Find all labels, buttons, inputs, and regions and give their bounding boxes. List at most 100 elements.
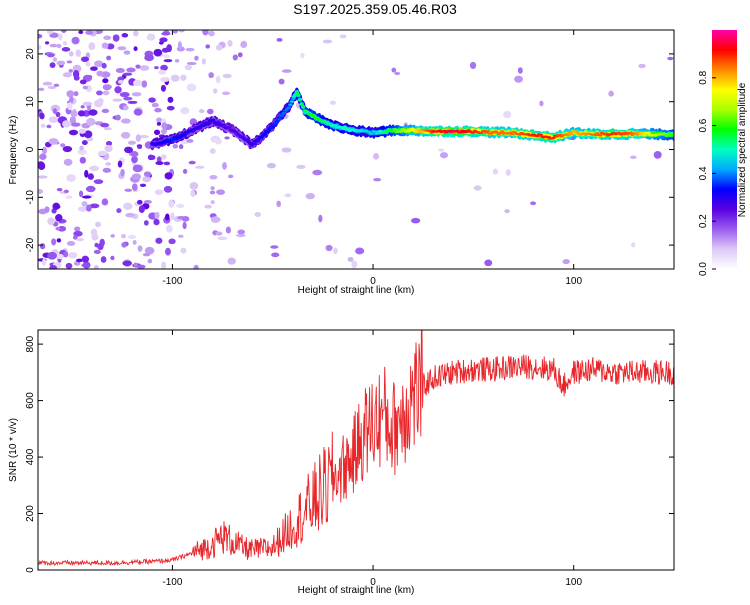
spectrogram-noise-cell (119, 91, 130, 98)
spectrogram-noise-cell (75, 258, 83, 263)
spectrogram-marks (38, 30, 674, 269)
spectrogram-noise-cell (143, 199, 152, 204)
spectrogram-noise-cell (216, 189, 226, 196)
spectrogram-ridge-cell (559, 135, 564, 138)
spectrogram-noise-cell (373, 178, 382, 182)
colorbar-tick-label: 0.8 (698, 70, 709, 84)
snr-y-ticks: 0 200 400 600 800 (25, 335, 674, 573)
spectrogram-noise-cell (44, 41, 50, 45)
spectrogram-noise-cell (116, 208, 122, 214)
spectrogram-noise-cell (47, 217, 55, 226)
spectrogram-noise-cell (130, 151, 139, 157)
spectrogram-noise-cell (209, 148, 216, 154)
spectrogram-ridge-cell (370, 132, 375, 135)
spectrogram-noise-cell (121, 241, 127, 248)
spectrogram-noise-cell (182, 168, 188, 174)
snr-x-tick-label: -100 (162, 577, 182, 588)
spectrogram-noise-cell (212, 88, 218, 94)
spectrogram-noise-cell (163, 54, 171, 59)
spectrogram-noise-cell (205, 44, 211, 49)
spectrogram-ridge-cell (201, 124, 206, 127)
spectrogram-noise-cell (154, 211, 160, 219)
spectrogram-noise-cell (131, 173, 142, 180)
spectrogram-noise-cell (180, 107, 190, 115)
spectrogram-noise-cell (49, 43, 58, 48)
spectrogram-noise-cell (210, 200, 215, 205)
spectrogram-ridge-cell (188, 129, 194, 133)
spectrogram-noise-cell (90, 228, 98, 237)
spectrogram-noise-cell (102, 84, 112, 90)
colorbar-tick-label: 0.4 (698, 166, 709, 180)
spectrogram-noise-cell (82, 195, 92, 199)
spectrogram-noise-cell (194, 165, 205, 169)
spectrogram-noise-cell (144, 54, 154, 62)
spectrogram-ridge-cell (296, 93, 301, 96)
spectrogram-noise-cell (154, 66, 159, 70)
spectrogram-ridge-cell (304, 109, 309, 113)
spectrogram-ridge-cell (551, 136, 556, 139)
spectrogram-noise-cell (100, 122, 110, 128)
spectrogram-ridge-cell (203, 121, 208, 125)
spectrogram-noise-cell (177, 234, 184, 238)
spectrogram-noise-cell (122, 260, 132, 267)
spectrogram-y-tick-label: 20 (25, 48, 36, 60)
spectrogram-noise-cell (504, 209, 510, 214)
spectrogram-noise-cell (159, 37, 168, 43)
spectrogram-noise-cell (154, 129, 161, 136)
snr-y-tick-label: 200 (25, 505, 36, 522)
spectrogram-noise-cell (204, 204, 212, 209)
spectrogram-ridge-cell (297, 99, 303, 102)
spectrogram-y-tick-label: 10 (25, 96, 36, 108)
spectrogram-noise-cell (56, 187, 63, 192)
spectrogram-noise-cell (347, 256, 354, 262)
spectrogram-noise-cell (133, 30, 139, 37)
spectrogram-noise-cell (163, 161, 171, 166)
snr-panel: -100 0 100 0 200 400 600 800 Height of straigh… (8, 329, 675, 596)
spectrogram-ridge-cell (244, 138, 250, 141)
spectrogram-noise-cell (189, 118, 198, 127)
spectrogram-noise-cell (172, 144, 179, 149)
spectrogram-noise-cell (154, 107, 162, 113)
spectrogram-noise-cell (139, 134, 149, 139)
spectrogram-ridge-cell (593, 133, 598, 137)
spectrogram-noise-cell (165, 224, 173, 233)
spectrogram-noise-cell (235, 233, 246, 238)
snr-y-tick-label: 800 (25, 335, 36, 352)
spectrogram-noise-cell (106, 55, 112, 61)
spectrogram-noise-cell (101, 62, 107, 69)
spectrogram-noise-cell (505, 169, 511, 176)
spectrogram-noise-cell (325, 244, 333, 252)
spectrogram-ridge-cell (345, 127, 351, 130)
spectrogram-ridge-cell (366, 130, 372, 134)
spectrogram-noise-cell (114, 86, 122, 94)
spectrogram-noise-cell (630, 155, 637, 160)
spectrogram-noise-cell (68, 68, 73, 73)
spectrogram-noise-cell (281, 69, 292, 73)
spectrogram-ridge-cell (410, 127, 415, 131)
spectrogram-ridge-cell (342, 125, 348, 129)
spectrogram-noise-cell (85, 61, 91, 67)
spectrogram-noise-cell (143, 220, 149, 226)
snr-marks (38, 330, 674, 567)
spectrogram-noise-cell (168, 200, 175, 208)
spectrogram-noise-cell (139, 65, 150, 71)
spectrogram-noise-cell (65, 195, 73, 199)
spectrogram-noise-cell (121, 33, 129, 38)
spectrogram-noise-cell (79, 79, 87, 85)
spectrogram-noise-cell (631, 242, 636, 248)
spectrogram-noise-cell (53, 83, 60, 87)
spectrogram-ridge-cell (390, 130, 396, 133)
spectrogram-noise-cell (115, 114, 121, 121)
snr-x-tick-label: 0 (370, 577, 376, 588)
spectrogram-noise-cell (38, 87, 45, 91)
spectrogram-noise-cell (394, 71, 401, 76)
spectrogram-noise-cell (49, 62, 56, 69)
spectrogram-noise-cell (136, 199, 143, 205)
spectrogram-noise-cell (63, 158, 73, 166)
spectrogram-noise-cell (85, 185, 96, 193)
spectrogram-noise-cell (164, 172, 173, 180)
spectrogram-noise-cell (137, 145, 143, 149)
spectrogram-noise-cell (131, 156, 138, 164)
spectrogram-noise-cell (225, 226, 231, 234)
